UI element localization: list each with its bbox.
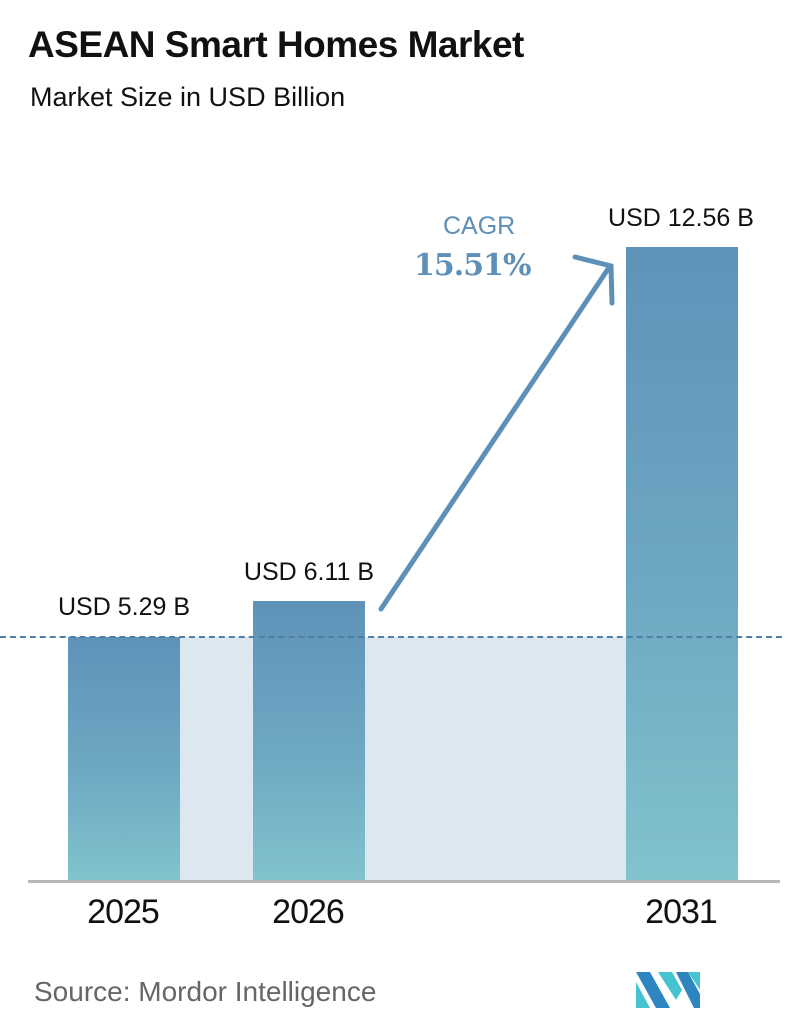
- bar-label-2026: USD 6.11 B: [243, 558, 375, 586]
- cagr-label: CAGR: [443, 212, 516, 240]
- chart-title: ASEAN Smart Homes Market: [28, 24, 524, 65]
- bar-label-2031: USD 12.56 B: [608, 204, 754, 232]
- source-text: Source: Mordor Intelligence: [34, 976, 377, 1007]
- x-label-2026: 2026: [272, 893, 345, 931]
- chart-subtitle: Market Size in USD Billion: [30, 82, 346, 112]
- bar-2025: [68, 637, 180, 881]
- dashed-reference-line: [0, 636, 782, 638]
- x-label-2025: 2025: [87, 893, 160, 931]
- bar-2031: [626, 247, 738, 881]
- reference-band: [180, 637, 626, 881]
- x-axis-baseline: [28, 880, 780, 883]
- mordor-intelligence-logo-icon: [636, 972, 700, 1008]
- cagr-value: 15.51%: [414, 248, 531, 283]
- x-label-2031: 2031: [645, 893, 718, 931]
- bar-label-2025: USD 5.29 B: [57, 593, 191, 621]
- bar-2026: [253, 601, 365, 881]
